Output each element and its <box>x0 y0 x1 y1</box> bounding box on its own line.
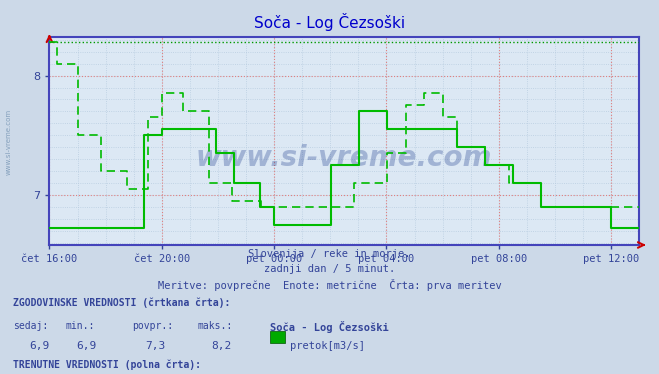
Text: Soča - Log Čezsoški: Soča - Log Čezsoški <box>270 321 389 332</box>
Text: sedaj:: sedaj: <box>13 321 48 331</box>
Text: 8,2: 8,2 <box>211 341 231 351</box>
Text: Meritve: povprečne  Enote: metrične  Črta: prva meritev: Meritve: povprečne Enote: metrične Črta:… <box>158 279 501 291</box>
Text: 7,3: 7,3 <box>145 341 165 351</box>
Text: maks.:: maks.: <box>198 321 233 331</box>
Text: Slovenija / reke in morje.: Slovenija / reke in morje. <box>248 249 411 259</box>
Text: 6,9: 6,9 <box>76 341 96 351</box>
Text: ZGODOVINSKE VREDNOSTI (črtkana črta):: ZGODOVINSKE VREDNOSTI (črtkana črta): <box>13 297 231 308</box>
Text: povpr.:: povpr.: <box>132 321 173 331</box>
Text: www.si-vreme.com: www.si-vreme.com <box>196 144 492 172</box>
Text: pretok[m3/s]: pretok[m3/s] <box>290 341 365 351</box>
Text: min.:: min.: <box>66 321 96 331</box>
Text: TRENUTNE VREDNOSTI (polna črta):: TRENUTNE VREDNOSTI (polna črta): <box>13 359 201 370</box>
Text: zadnji dan / 5 minut.: zadnji dan / 5 minut. <box>264 264 395 274</box>
Text: Soča - Log Čezsoški: Soča - Log Čezsoški <box>254 13 405 31</box>
Text: www.si-vreme.com: www.si-vreme.com <box>5 109 11 175</box>
Text: 6,9: 6,9 <box>30 341 50 351</box>
